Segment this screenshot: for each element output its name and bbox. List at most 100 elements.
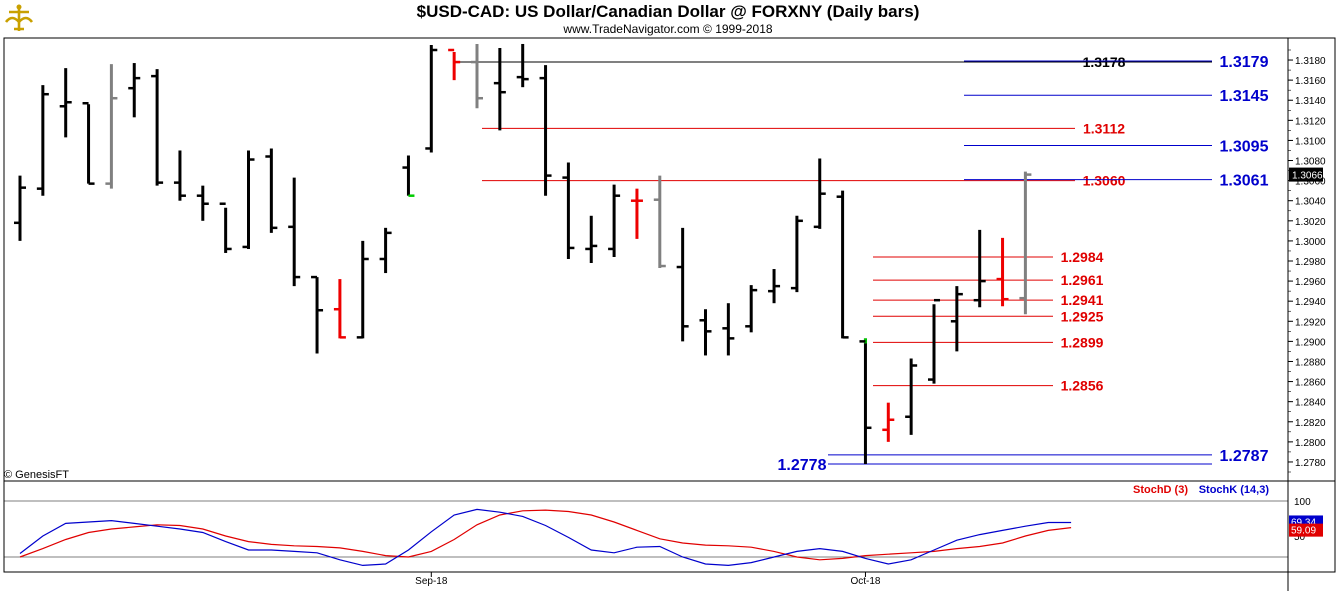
price-level-label-5: 1.3060	[1083, 173, 1126, 189]
ohlc-bar-38	[882, 402, 895, 442]
chart-header: $USD-CAD: US Dollar/Canadian Dollar @ FO…	[0, 0, 1336, 38]
ohlc-bar-1	[36, 85, 49, 196]
price-tick-label-1: 1.3160	[1295, 76, 1326, 87]
ohlc-bar-11	[265, 148, 278, 233]
stochd-value-box	[1289, 523, 1323, 537]
price-level-label-14: 1.2778	[778, 457, 827, 474]
price-tick-label-18: 1.2820	[1295, 418, 1326, 429]
price-level-label-3: 1.3112	[1083, 120, 1125, 136]
price-level-label-12: 1.2856	[1061, 378, 1104, 394]
price-tick-label-9: 1.3000	[1295, 237, 1326, 248]
trade-navigator-logo-icon	[4, 4, 34, 31]
ohlc-bar-12	[288, 177, 301, 287]
price-tick-label-5: 1.3080	[1295, 157, 1326, 168]
chart-frames	[3, 37, 1336, 591]
last-price-label: 1.3066	[1292, 171, 1323, 182]
price-level-label-2: 1.3145	[1220, 88, 1269, 105]
ohlc-bar-19	[448, 48, 461, 81]
price-tick-label-6: 1.3060	[1295, 177, 1326, 188]
stochd-value-label: 59.09	[1291, 526, 1316, 537]
ohlc-bar-20	[471, 43, 483, 109]
price-tick-label-20: 1.2780	[1295, 458, 1326, 469]
price-tick-label-14: 1.2900	[1295, 337, 1326, 348]
price-levels: 1.3178 1.3179 1.3145 1.3112 1.3095 1.3060 1.30…	[460, 54, 1269, 474]
price-level-label-13: 1.2787	[1220, 448, 1269, 465]
price-level-label-11: 1.2899	[1061, 334, 1104, 350]
ohlc-bar-10	[242, 150, 255, 249]
ohlc-bar-17	[402, 155, 415, 197]
date-tick-label-1: Oct-18	[850, 576, 880, 587]
price-tick-label-11: 1.2960	[1295, 277, 1326, 288]
ohlc-bar-34	[790, 215, 803, 293]
chart-title: $USD-CAD: US Dollar/Canadian Dollar @ FO…	[416, 2, 920, 21]
ohlc-bar-21	[493, 47, 506, 131]
price-level-label-0: 1.3178	[1083, 54, 1126, 70]
price-level-label-1: 1.3179	[1220, 54, 1269, 71]
price-level-label-4: 1.3095	[1220, 138, 1269, 155]
price-tick-label-10: 1.2980	[1295, 257, 1326, 268]
price-tick-label-7: 1.3040	[1295, 197, 1326, 208]
ohlc-bar-32	[745, 285, 758, 333]
legend-stochk: StochK (14,3)	[1199, 484, 1270, 496]
price-tick-label-17: 1.2840	[1295, 398, 1326, 409]
ohlc-bar-37	[859, 338, 872, 464]
price-axis: 1.3180 1.3160 1.3140 1.3120 1.3100 1.3080 1.30…	[1288, 49, 1326, 473]
ohlc-bar-15	[356, 240, 369, 339]
price-tick-label-19: 1.2800	[1295, 438, 1326, 449]
ohlc-bar-36	[836, 190, 849, 339]
price-tick-label-16: 1.2860	[1295, 378, 1326, 389]
ohlc-bar-23	[539, 65, 552, 196]
price-level-label-7: 1.2984	[1061, 249, 1104, 265]
price-tick-label-8: 1.3020	[1295, 217, 1326, 228]
stochastic-panel-frame	[3, 480, 1336, 573]
ohlc-bar-16	[379, 227, 392, 274]
date-tick-label-0: Sep-18	[415, 576, 448, 587]
ohlc-bar-4	[105, 64, 118, 189]
stochk-value-label: 69.34	[1291, 517, 1316, 528]
price-tick-label-15: 1.2880	[1295, 357, 1326, 368]
ohlc-bar-40	[928, 298, 940, 384]
ohlc-bar-0	[14, 175, 26, 241]
price-level-label-6: 1.3061	[1220, 173, 1269, 190]
stochastic-line-1	[19, 508, 1072, 567]
ohlc-bar-2	[59, 68, 72, 138]
copyright-label: © GenesisFT	[4, 469, 69, 481]
ohlc-bar-6	[151, 69, 164, 186]
chart-subtitle: www.TradeNavigator.com © 1999-2018	[563, 22, 773, 36]
stochastic-line-0	[19, 509, 1072, 561]
ohlc-bar-13	[311, 275, 324, 354]
ohlc-bar-31	[722, 303, 735, 356]
ohlc-bar-42	[973, 229, 986, 308]
last-price-box	[1289, 167, 1323, 182]
ohlc-bar-27	[630, 188, 643, 239]
ohlc-bar-28	[653, 175, 666, 269]
price-tick-label-2: 1.3140	[1295, 96, 1326, 107]
ohlc-bar-7	[173, 150, 186, 201]
ohlc-bar-3	[82, 102, 95, 185]
price-tick-label-4: 1.3100	[1295, 136, 1326, 147]
price-tick-label-12: 1.2940	[1295, 297, 1326, 308]
ohlc-bar-9	[219, 202, 232, 253]
ohlc-bar-39	[905, 358, 918, 435]
ohlc-bar-8	[196, 185, 209, 221]
date-axis: Sep-18 Oct-18	[415, 572, 881, 587]
price-bars	[14, 43, 1032, 464]
ohlc-bar-26	[608, 184, 621, 257]
price-panel-frame	[3, 37, 1336, 482]
legend-stochd: StochD (3)	[1133, 484, 1188, 496]
ohlc-bar-33	[768, 269, 781, 304]
ohlc-bar-18	[425, 44, 438, 153]
ohlc-bar-30	[699, 309, 712, 356]
price-tick-label-13: 1.2920	[1295, 317, 1326, 328]
ohlc-bar-44	[1019, 171, 1032, 315]
price-tick-label-0: 1.3180	[1295, 56, 1326, 67]
ohlc-bar-5	[128, 63, 141, 118]
stochastic-tick-label-0: 100	[1294, 497, 1311, 508]
ohlc-bar-25	[585, 215, 598, 264]
ohlc-bar-29	[676, 227, 689, 342]
ohlc-bar-35	[813, 158, 826, 229]
price-level-label-9: 1.2941	[1061, 292, 1104, 308]
ohlc-bar-43	[996, 237, 1009, 307]
